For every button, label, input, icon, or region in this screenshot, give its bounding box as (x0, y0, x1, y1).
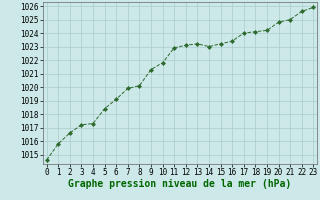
X-axis label: Graphe pression niveau de la mer (hPa): Graphe pression niveau de la mer (hPa) (68, 179, 292, 189)
